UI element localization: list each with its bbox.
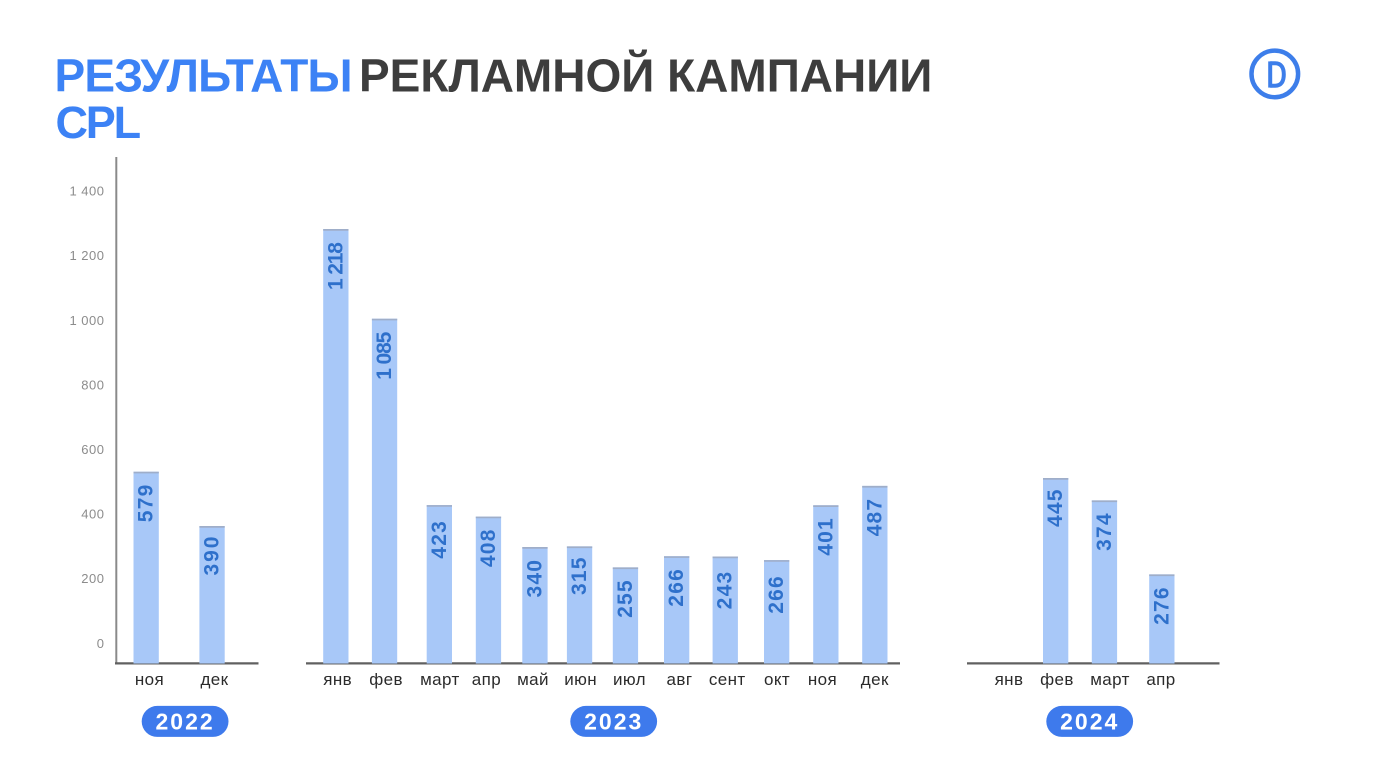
svg-text:РЕКЛАМНОЙ КАМПАНИИ: РЕКЛАМНОЙ КАМПАНИИ: [359, 50, 932, 102]
svg-text:1 218: 1 218: [324, 242, 347, 290]
svg-text:276: 276: [1150, 587, 1173, 625]
svg-text:200: 200: [81, 571, 104, 586]
svg-text:401: 401: [814, 518, 837, 556]
svg-text:сент: сент: [709, 670, 746, 689]
svg-text:600: 600: [81, 442, 104, 457]
svg-text:июн: июн: [564, 670, 597, 689]
svg-text:окт: окт: [764, 670, 790, 689]
svg-text:2024: 2024: [1060, 709, 1119, 735]
svg-text:авг: авг: [667, 670, 693, 689]
svg-text:800: 800: [81, 377, 104, 392]
svg-text:2023: 2023: [584, 709, 643, 735]
svg-text:март: март: [1090, 670, 1130, 689]
svg-text:2022: 2022: [156, 709, 215, 735]
svg-text:янв: янв: [323, 670, 352, 689]
svg-text:487: 487: [863, 499, 886, 537]
svg-text:1 400: 1 400: [69, 184, 104, 199]
svg-text:390: 390: [201, 537, 224, 576]
svg-text:255: 255: [614, 580, 637, 618]
svg-text:423: 423: [428, 521, 451, 559]
svg-text:1 000: 1 000: [69, 313, 104, 328]
svg-text:340: 340: [523, 560, 546, 598]
svg-text:374: 374: [1093, 513, 1116, 551]
svg-text:1 200: 1 200: [69, 248, 104, 263]
svg-text:266: 266: [665, 569, 688, 607]
svg-text:1 085: 1 085: [373, 331, 396, 379]
svg-text:0: 0: [97, 636, 105, 651]
svg-text:ноя: ноя: [135, 670, 164, 689]
svg-text:400: 400: [81, 507, 104, 522]
svg-text:266: 266: [765, 576, 788, 614]
svg-text:янв: янв: [995, 670, 1024, 689]
svg-text:579: 579: [135, 485, 158, 523]
svg-text:дек: дек: [861, 670, 889, 689]
svg-text:июл: июл: [613, 670, 646, 689]
svg-text:апр: апр: [472, 670, 501, 689]
svg-text:март: март: [420, 670, 460, 689]
svg-text:445: 445: [1044, 489, 1067, 527]
svg-text:РЕЗУЛЬТАТЫ: РЕЗУЛЬТАТЫ: [55, 50, 352, 102]
svg-text:май: май: [517, 670, 549, 689]
svg-text:дек: дек: [200, 670, 228, 689]
svg-text:408: 408: [477, 529, 500, 567]
svg-text:апр: апр: [1146, 670, 1175, 689]
svg-text:243: 243: [714, 572, 737, 610]
svg-text:ноя: ноя: [808, 670, 837, 689]
svg-text:CPL: CPL: [56, 97, 141, 148]
svg-text:315: 315: [568, 557, 591, 595]
svg-text:фев: фев: [1040, 670, 1074, 689]
svg-text:фев: фев: [369, 670, 403, 689]
